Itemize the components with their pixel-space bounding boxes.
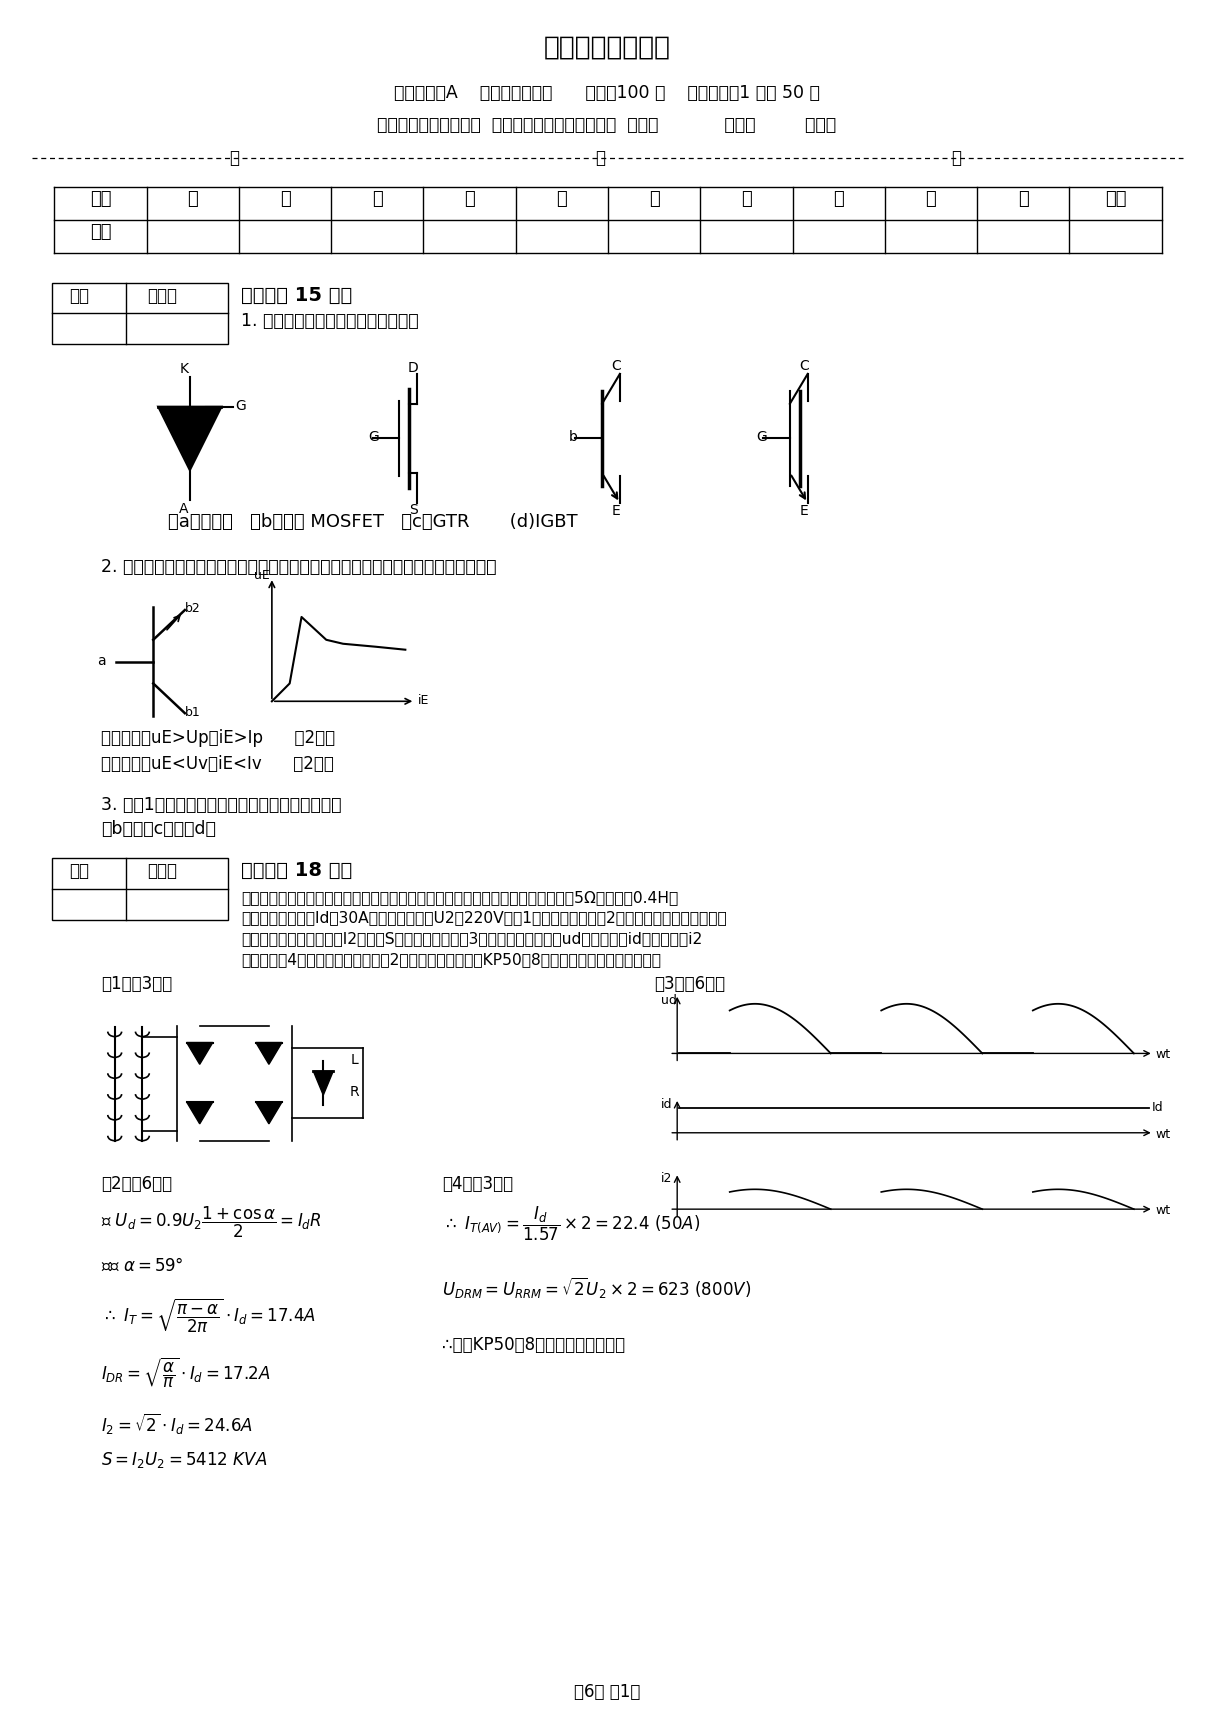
Polygon shape (187, 1042, 212, 1064)
Text: G: G (368, 430, 379, 445)
Text: 线: 线 (951, 150, 961, 167)
Text: D: D (408, 361, 419, 375)
Polygon shape (256, 1042, 282, 1064)
Text: 四: 四 (464, 191, 475, 208)
Text: 解得 $\alpha=59°$: 解得 $\alpha=59°$ (101, 1257, 183, 1275)
Text: （2）（6分）: （2）（6分） (101, 1176, 172, 1193)
Text: $S = I_2 U_2 = 5412\ KVA$: $S = I_2 U_2 = 5412\ KVA$ (101, 1451, 267, 1470)
Text: $\therefore\ I_T = \sqrt{\dfrac{\pi-\alpha}{2\pi}} \cdot I_d = 17.4A$: $\therefore\ I_T = \sqrt{\dfrac{\pi-\alp… (101, 1296, 316, 1336)
Polygon shape (158, 407, 221, 471)
Text: C: C (611, 359, 620, 373)
Polygon shape (313, 1071, 333, 1095)
Polygon shape (256, 1102, 282, 1124)
Text: 截止条件：uE<Uv，iE<Iv      （2分）: 截止条件：uE<Uv，iE<Iv （2分） (101, 755, 334, 774)
Text: 订: 订 (595, 150, 605, 167)
Text: 试卷类型：A    考试形式：闭卷      满分：100 分    考试时间：1 小时 50 分: 试卷类型：A 考试形式：闭卷 满分：100 分 考试时间：1 小时 50 分 (395, 84, 819, 103)
Text: 励磁直流平均电流Id为30A，交流电源电压U2为220V。（1）画出电路图；（2）计算晶闸管和续流二极管: 励磁直流平均电流Id为30A，交流电源电压U2为220V。（1）画出电路图；（2… (242, 911, 727, 925)
Text: 十: 十 (1017, 191, 1028, 208)
Text: $I_{DR} = \sqrt{\dfrac{\alpha}{\pi}} \cdot I_d = 17.2A$: $I_{DR} = \sqrt{\dfrac{\alpha}{\pi}} \cd… (101, 1356, 271, 1391)
Text: ud: ud (662, 994, 677, 1007)
Text: 五: 五 (556, 191, 567, 208)
Text: 一、（共 15 分）: 一、（共 15 分） (242, 285, 352, 304)
Polygon shape (187, 1102, 212, 1124)
Text: 得分: 得分 (90, 223, 112, 241)
Text: 的电流有效值；电源电流I2、容量S以及功率因数；（3）作出整流输出电压ud、输出电流id和电源电流i2: 的电流有效值；电源电流I2、容量S以及功率因数；（3）作出整流输出电压ud、输出… (242, 932, 703, 947)
Text: 七: 七 (741, 191, 751, 208)
Text: （3）（6分）: （3）（6分） (654, 975, 726, 994)
Text: wt: wt (1156, 1128, 1170, 1141)
Text: （4）（3分）: （4）（3分） (442, 1176, 514, 1193)
Text: 题号: 题号 (90, 191, 112, 208)
Text: b1: b1 (185, 707, 200, 719)
Text: 2. 画出单结晶体管的电路符号及伏安特性；说明单结晶体管的导通条件和截止条件。: 2. 画出单结晶体管的电路符号及伏安特性；说明单结晶体管的导通条件和截止条件。 (101, 559, 497, 576)
Text: ∴采用KP50－8的晶闸管是合理的。: ∴采用KP50－8的晶闸管是合理的。 (442, 1336, 625, 1355)
Text: b: b (568, 430, 578, 445)
Text: iE: iE (418, 694, 430, 707)
Text: L: L (351, 1054, 359, 1067)
Text: 1. 写出下列电路符号的名称或简称。: 1. 写出下列电路符号的名称或简称。 (242, 313, 419, 330)
Text: E: E (799, 504, 809, 517)
Text: G: G (236, 399, 246, 413)
Text: R: R (350, 1085, 359, 1098)
Text: 得分: 得分 (69, 861, 89, 880)
Text: a: a (97, 653, 106, 667)
Text: 共6页 第1页: 共6页 第1页 (574, 1683, 640, 1702)
Text: （b），（c），（d）: （b），（c），（d） (101, 820, 216, 839)
Text: id: id (662, 1098, 673, 1110)
Text: 导通条件：uE>Up，iE>Ip      （2分）: 导通条件：uE>Up，iE>Ip （2分） (101, 729, 335, 748)
Text: C: C (799, 359, 809, 373)
Text: wt: wt (1156, 1205, 1170, 1217)
Text: uE: uE (254, 569, 270, 583)
Text: $I_2 = \sqrt{2} \cdot I_d = 24.6A$: $I_2 = \sqrt{2} \cdot I_d = 24.6A$ (101, 1411, 253, 1435)
Text: 一: 一 (187, 191, 198, 208)
Text: 装: 装 (229, 150, 239, 167)
Text: 总分: 总分 (1105, 191, 1127, 208)
Bar (52, 282, 228, 344)
Text: A: A (180, 502, 188, 516)
Text: 评卷人: 评卷人 (148, 861, 177, 880)
Text: $\therefore\ I_{T(AV)} = \dfrac{I_d}{1.57} \times 2 = 22.4\ (50A)$: $\therefore\ I_{T(AV)} = \dfrac{I_d}{1.5… (442, 1205, 700, 1243)
Text: 具有续流二极管的单相桥式全控整流电路，对发电机励磁绕组供电。绕组的电阻为5Ω，电感为0.4H，: 具有续流二极管的单相桥式全控整流电路，对发电机励磁绕组供电。绕组的电阻为5Ω，电… (242, 890, 679, 904)
Text: （a）晶闸管   （b）电力 MOSFET   （c）GTR       (d)IGBT: （a）晶闸管 （b）电力 MOSFET （c）GTR (d)IGBT (168, 512, 578, 531)
Text: wt: wt (1156, 1049, 1170, 1061)
Text: b2: b2 (185, 602, 200, 615)
Text: 考试科目：电力电子学  专业：电气工程及其自动化  班级：            姓名：         学号：: 考试科目：电力电子学 专业：电气工程及其自动化 班级： 姓名： 学号： (378, 117, 836, 134)
Text: Id: Id (1152, 1102, 1163, 1114)
Text: E: E (612, 504, 620, 517)
Text: 得分: 得分 (69, 287, 89, 304)
Text: 3. 在第1题所给的器件中，哪些属于自关断器件？: 3. 在第1题所给的器件中，哪些属于自关断器件？ (101, 796, 341, 813)
Text: S: S (409, 504, 418, 517)
Text: 电力电子考试试卷: 电力电子考试试卷 (544, 34, 670, 60)
Text: 由 $U_d = 0.9U_2\dfrac{1+\cos\alpha}{2} = I_d R$: 由 $U_d = 0.9U_2\dfrac{1+\cos\alpha}{2} =… (101, 1205, 322, 1241)
Text: G: G (756, 430, 767, 445)
Text: K: K (180, 363, 188, 376)
Text: 九: 九 (925, 191, 936, 208)
Text: 评卷人: 评卷人 (148, 287, 177, 304)
Text: $U_{DRM} = U_{RRM} = \sqrt{2}U_2 \times 2 = 623\ (800V)$: $U_{DRM} = U_{RRM} = \sqrt{2}U_2 \times … (442, 1274, 751, 1300)
Text: 八: 八 (833, 191, 844, 208)
Text: 二: 二 (279, 191, 290, 208)
Text: 的波形；（4）若电压和电流都考虑2倍的安全裕量，采用KP50－8的晶闸管是否合理？为什么？: 的波形；（4）若电压和电流都考虑2倍的安全裕量，采用KP50－8的晶闸管是否合理… (242, 952, 662, 968)
Text: 三: 三 (371, 191, 382, 208)
Text: 六: 六 (648, 191, 659, 208)
Text: （1）（3分）: （1）（3分） (101, 975, 172, 994)
Bar (52, 858, 228, 920)
Text: 二、（共 18 分）: 二、（共 18 分） (242, 861, 352, 880)
Text: i2: i2 (662, 1172, 673, 1186)
